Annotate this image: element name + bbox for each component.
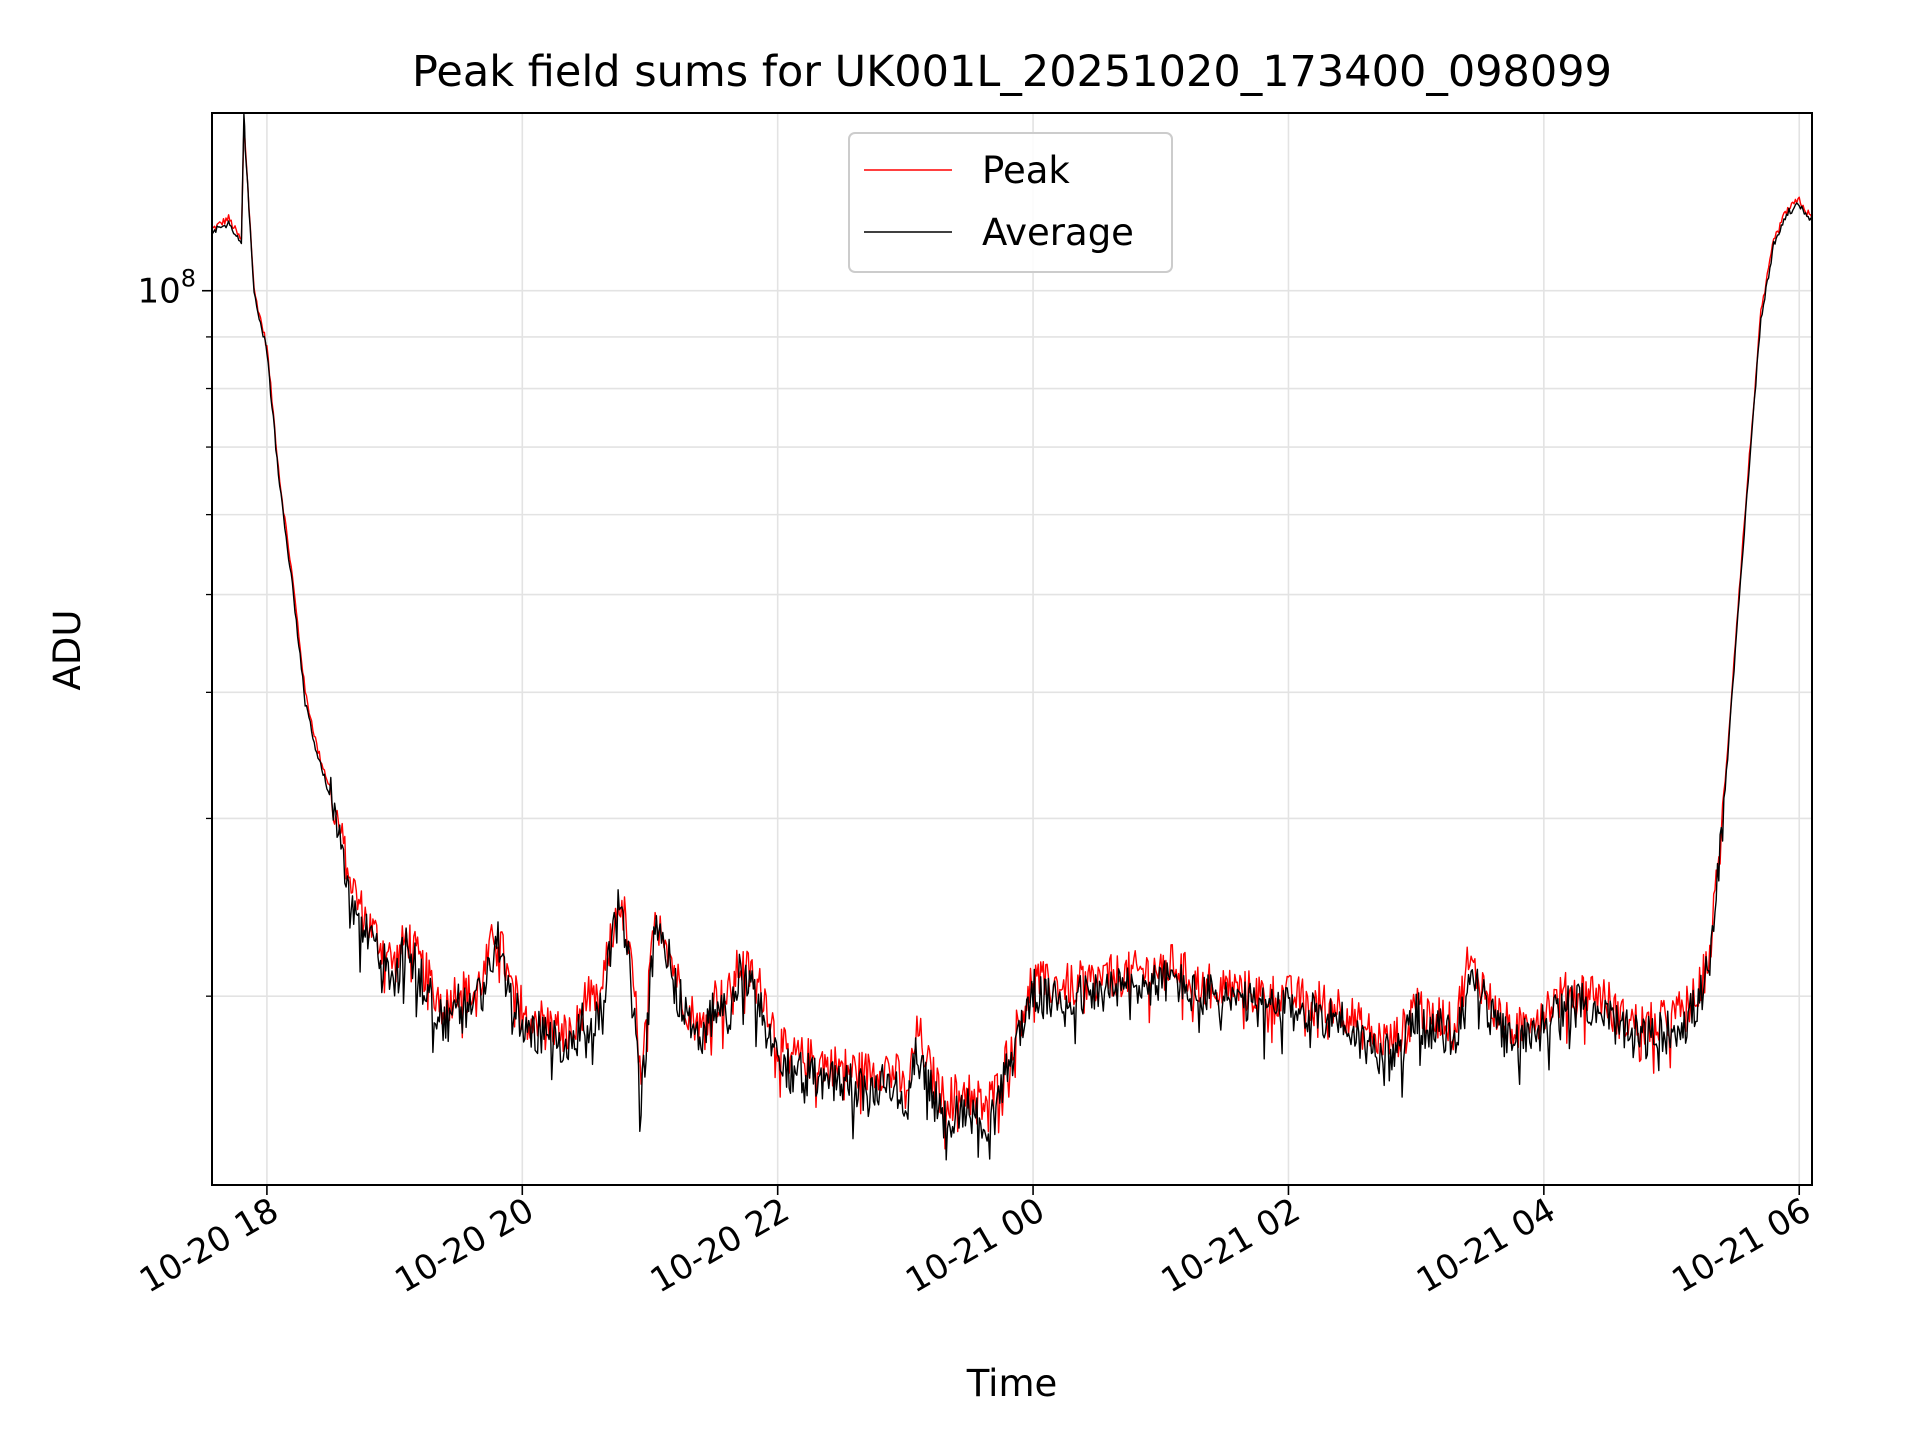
plot-area-frame bbox=[211, 112, 1813, 1186]
y-axis: 108 bbox=[137, 265, 212, 997]
y-tick-label: 108 bbox=[137, 265, 196, 312]
legend-peak-label: Peak bbox=[982, 149, 1070, 192]
chart-title: Peak field sums for UK001L_20251020_1734… bbox=[412, 47, 1612, 97]
series-layer bbox=[212, 113, 1812, 1161]
grid-lines bbox=[212, 113, 1812, 1185]
x-axis-label: Time bbox=[966, 1362, 1058, 1405]
legend-box bbox=[848, 132, 1173, 273]
legend: Peak Average bbox=[848, 132, 1173, 273]
legend-average-label: Average bbox=[982, 211, 1134, 254]
series-line-average bbox=[212, 113, 1812, 1161]
y-axis-label: ADU bbox=[46, 610, 89, 691]
